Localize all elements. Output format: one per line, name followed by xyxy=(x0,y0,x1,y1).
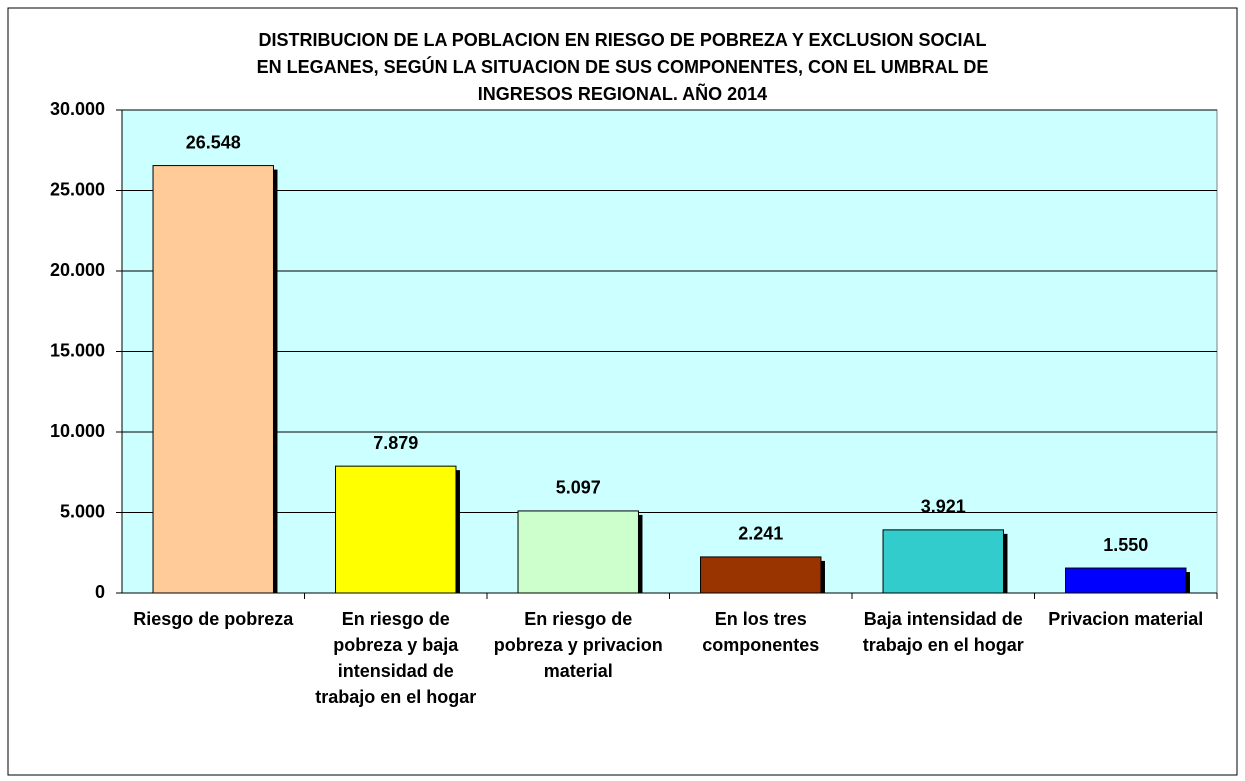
value-label: 1.550 xyxy=(1103,535,1148,555)
x-tick-label: Privacion material xyxy=(1048,609,1204,629)
x-tick-label: En riesgo de pobreza y baja intensidad d… xyxy=(315,609,477,707)
bar xyxy=(882,529,1004,594)
chart-title: EN LEGANES, SEGÚN LA SITUACION DE SUS CO… xyxy=(256,57,989,77)
bar xyxy=(517,510,639,594)
chart-title: INGRESOS REGIONAL. AÑO 2014 xyxy=(477,84,768,104)
value-label: 3.921 xyxy=(921,497,966,517)
y-tick-label: 5.000 xyxy=(60,501,105,521)
y-tick-label: 15.000 xyxy=(50,340,105,360)
y-tick-label: 0 xyxy=(95,582,105,602)
y-tick-label: 30.000 xyxy=(50,99,105,119)
bar xyxy=(1065,567,1187,594)
bar xyxy=(700,556,822,594)
y-tick-label: 10.000 xyxy=(50,421,105,441)
x-tick-label: En riesgo de pobreza y privacion materia… xyxy=(493,609,663,681)
x-tick-label: Riesgo de pobreza xyxy=(133,609,294,629)
value-label: 26.548 xyxy=(186,132,241,152)
x-tick-label: En los tres componentes xyxy=(702,609,820,655)
y-tick-label: 20.000 xyxy=(50,260,105,280)
y-tick-label: 25.000 xyxy=(50,179,105,199)
chart-title: DISTRIBUCION DE LA POBLACION EN RIESGO D… xyxy=(258,30,987,50)
bar xyxy=(152,165,274,594)
value-label: 7.879 xyxy=(373,433,418,453)
x-tick-label: Baja intensidad de trabajo en el hogar xyxy=(862,609,1024,655)
bar xyxy=(335,465,457,594)
value-label: 5.097 xyxy=(556,478,601,498)
value-label: 2.241 xyxy=(738,524,783,544)
